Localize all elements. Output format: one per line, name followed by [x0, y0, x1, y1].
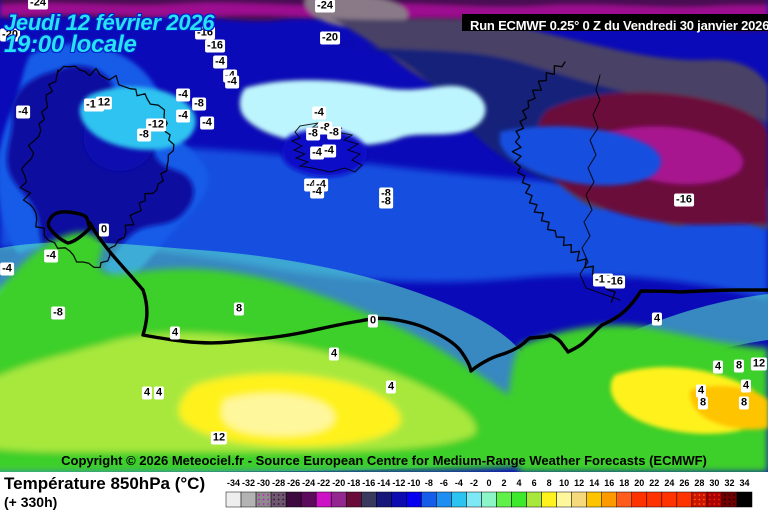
svg-text:-24: -24 [302, 478, 315, 488]
svg-text:14: 14 [589, 478, 599, 488]
svg-text:26: 26 [679, 478, 689, 488]
svg-text:-14: -14 [377, 478, 390, 488]
svg-text:8: 8 [547, 478, 552, 488]
svg-text:-34: -34 [227, 478, 240, 488]
svg-text:-32: -32 [242, 478, 255, 488]
svg-text:-2: -2 [470, 478, 478, 488]
svg-text:4: 4 [517, 478, 522, 488]
svg-text:-28: -28 [272, 478, 285, 488]
svg-text:12: 12 [574, 478, 584, 488]
svg-text:28: 28 [694, 478, 704, 488]
svg-text:-16: -16 [362, 478, 375, 488]
svg-text:16: 16 [604, 478, 614, 488]
svg-text:-20: -20 [332, 478, 345, 488]
svg-text:-26: -26 [287, 478, 300, 488]
svg-text:24: 24 [664, 478, 674, 488]
svg-text:-12: -12 [392, 478, 405, 488]
svg-text:18: 18 [619, 478, 629, 488]
svg-text:0: 0 [486, 478, 491, 488]
svg-text:-8: -8 [425, 478, 433, 488]
svg-text:-22: -22 [317, 478, 330, 488]
svg-text:-10: -10 [407, 478, 420, 488]
svg-text:-4: -4 [455, 478, 463, 488]
svg-text:32: 32 [724, 478, 734, 488]
svg-text:-30: -30 [257, 478, 270, 488]
svg-text:20: 20 [634, 478, 644, 488]
svg-text:-18: -18 [347, 478, 360, 488]
svg-text:34: 34 [739, 478, 749, 488]
svg-text:22: 22 [649, 478, 659, 488]
svg-text:6: 6 [532, 478, 537, 488]
svg-text:10: 10 [559, 478, 569, 488]
svg-text:-6: -6 [440, 478, 448, 488]
svg-text:2: 2 [502, 478, 507, 488]
svg-text:30: 30 [709, 478, 719, 488]
